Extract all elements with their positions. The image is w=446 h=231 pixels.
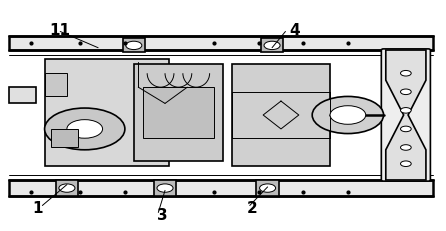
Bar xyxy=(261,39,283,53)
Polygon shape xyxy=(386,51,426,180)
Bar xyxy=(56,180,78,196)
Circle shape xyxy=(401,108,411,114)
Bar xyxy=(256,180,279,196)
Circle shape xyxy=(312,97,384,134)
Bar xyxy=(9,180,433,196)
Circle shape xyxy=(401,161,411,167)
Text: 4: 4 xyxy=(289,23,300,37)
Bar xyxy=(123,39,145,53)
Circle shape xyxy=(401,71,411,77)
FancyBboxPatch shape xyxy=(381,50,430,181)
Circle shape xyxy=(59,184,75,192)
Bar xyxy=(45,60,169,166)
Circle shape xyxy=(45,109,125,150)
Circle shape xyxy=(126,42,142,50)
Circle shape xyxy=(401,145,411,151)
Circle shape xyxy=(260,184,276,192)
Circle shape xyxy=(67,120,103,139)
Bar xyxy=(143,88,214,139)
Circle shape xyxy=(401,90,411,95)
Text: 1: 1 xyxy=(33,201,43,215)
Circle shape xyxy=(264,42,280,50)
Text: 11: 11 xyxy=(50,23,71,37)
Circle shape xyxy=(157,184,173,192)
Bar xyxy=(232,65,330,166)
Text: 2: 2 xyxy=(247,201,257,215)
Circle shape xyxy=(330,106,366,125)
Text: 3: 3 xyxy=(157,207,168,222)
Bar xyxy=(154,180,176,196)
Bar xyxy=(9,88,36,104)
Circle shape xyxy=(401,127,411,132)
Bar xyxy=(45,74,67,97)
Bar xyxy=(9,37,433,51)
Bar xyxy=(51,129,78,148)
Bar xyxy=(134,65,223,162)
